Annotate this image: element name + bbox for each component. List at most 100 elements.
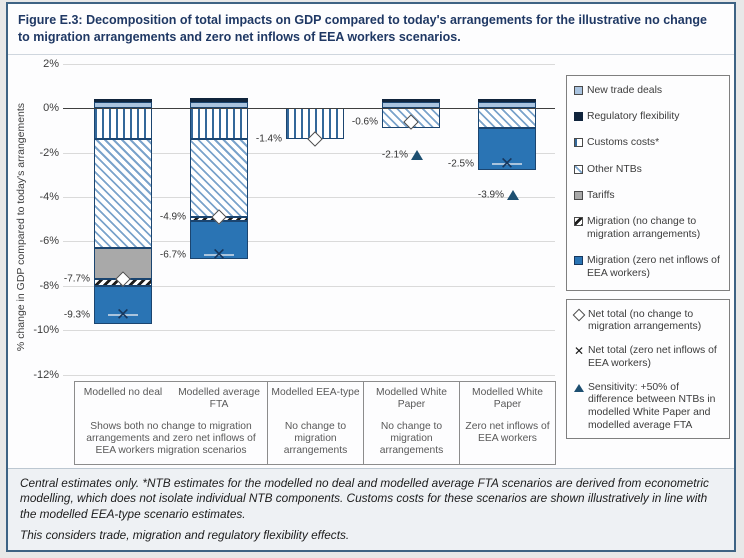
bar-segment-trade <box>190 101 248 109</box>
legend-item-trade: New trade deals <box>574 85 722 98</box>
legend-label: Migration (zero net inflows of EEA worke… <box>587 255 720 279</box>
marker-value-label: -1.4% <box>255 133 282 145</box>
y-axis-title: % change in GDP compared to today's arra… <box>15 102 27 351</box>
legend-label: Sensitivity: +50% of difference between … <box>588 381 716 431</box>
legend-label: New trade deals <box>587 84 663 96</box>
gridline <box>63 285 555 287</box>
plot-area: 2% 0% -2% -4% -6% -8% -10% -12% -7.7% ✕ -9.3% -4.9%… <box>33 58 556 465</box>
ntbs-swatch-icon <box>574 164 583 174</box>
customs-swatch-icon <box>574 138 583 148</box>
chart-region: % change in GDP compared to today's arra… <box>8 55 734 465</box>
diamond-marker-icon <box>572 308 588 322</box>
legend-item-x: ✕ Net total (zero net inflows of EEA work… <box>574 345 722 370</box>
figure-title: Figure E.3: Decomposition of total impac… <box>18 13 707 44</box>
figure-panel: Figure E.3: Decomposition of total impac… <box>6 2 736 552</box>
marker-value-label: -9.3% <box>63 309 90 321</box>
legend-label: Regulatory flexibility <box>587 111 680 123</box>
y-tick-label: 0% <box>43 102 59 115</box>
category-title: Modelled no deal <box>83 386 163 398</box>
category-subtitle: No change to migration arrangements <box>379 420 444 457</box>
category-subtitle: Shows both no change to migration arrang… <box>86 420 256 457</box>
marker-value-label: -3.9% <box>477 189 504 201</box>
category-title: Modelled average FTA <box>178 386 260 411</box>
bar-segment-ntbs <box>190 139 248 218</box>
category-titles: Modelled White Paper <box>460 382 555 419</box>
y-tick-label: -12% <box>33 368 59 381</box>
legend-item-ntbs: Other NTBs <box>574 164 722 177</box>
footnote-scope: This considers trade, migration and regu… <box>20 527 350 542</box>
zero-line <box>63 108 555 110</box>
mig_zero-swatch-icon <box>574 256 583 266</box>
category-cell: Modelled White Paper No change to migrati… <box>363 381 459 464</box>
bar-segment-ntbs <box>94 139 152 249</box>
net-total-whisker <box>492 162 522 165</box>
category-subtitle: Zero net inflows of EEA workers <box>465 420 550 445</box>
title-divider <box>8 53 734 55</box>
marker-value-label: -2.5% <box>447 158 474 170</box>
category-title: Modelled White Paper <box>376 386 447 411</box>
legend-item-mig_nc: Migration (no change to migration arrang… <box>574 216 722 241</box>
bar-segment-reg <box>478 98 536 102</box>
bar-segment-reg <box>190 98 248 102</box>
category-cell: Modelled no deal Modelled average FTA Show… <box>75 382 267 464</box>
triangle-marker-icon <box>574 382 588 394</box>
y-tick-label: 2% <box>43 57 59 70</box>
legend-item-tariffs: Tariffs <box>574 190 722 203</box>
legend-markers-box: Net total (no change to migration arrang… <box>566 298 730 439</box>
marker-triangle <box>411 149 423 160</box>
tariffs-swatch-icon <box>574 191 583 200</box>
marker-value-label: -7.7% <box>63 273 90 285</box>
gridline <box>63 330 555 332</box>
category-cell: Modelled White Paper Zero net inflows of … <box>459 381 555 464</box>
marker-value-label: -2.1% <box>381 149 408 161</box>
gridline <box>63 197 555 199</box>
marker-value-label: -4.9% <box>159 211 186 223</box>
figure-footnotes: Central estimates only. *NTB estimates f… <box>8 468 734 550</box>
marker-x: ✕ <box>115 304 131 324</box>
y-tick-label: -8% <box>39 279 59 292</box>
category-titles: Modelled no deal Modelled average FTA <box>75 382 267 419</box>
bar-segment-reg <box>382 98 440 102</box>
bar-segment-reg <box>94 98 152 102</box>
marker-value-label: -6.7% <box>159 249 186 261</box>
legend-series-box: New trade deals Regulatory flexibility Cus… <box>566 74 730 291</box>
y-tick-label: -6% <box>39 235 59 248</box>
bar-segment-trade <box>94 101 152 109</box>
triangle-glyph <box>574 383 584 392</box>
gridline <box>63 241 555 243</box>
bar-segment-customs <box>190 108 248 140</box>
x-glyph: ✕ <box>573 344 585 359</box>
y-tick-label: -2% <box>39 146 59 159</box>
trade-swatch-icon <box>574 85 583 95</box>
marker-x: ✕ <box>211 244 227 264</box>
legend-label: Customs costs* <box>587 137 660 149</box>
legend-item-diamond: Net total (no change to migration arrang… <box>572 308 722 334</box>
category-titles: Modelled White Paper <box>364 382 459 419</box>
gridline <box>63 152 555 154</box>
x-marker-icon: ✕ <box>574 345 588 357</box>
category-titles: Modelled EEA-type <box>268 382 363 419</box>
bar-segment-customs <box>94 108 152 140</box>
net-total-whisker <box>204 253 234 256</box>
marker-value-label: -0.6% <box>351 116 378 127</box>
gridline <box>63 374 555 376</box>
category-title: Modelled White Paper <box>472 386 543 411</box>
legend-label: Net total (no change to migration arrang… <box>588 308 702 333</box>
legend-item-reg: Regulatory flexibility <box>574 111 722 124</box>
legend-label: Net total (zero net inflows of EEA worke… <box>588 345 717 369</box>
category-axis: Modelled no deal Modelled average FTA Show… <box>74 380 556 465</box>
reg-swatch-icon <box>574 112 583 122</box>
legend-label: Tariffs <box>587 190 615 201</box>
legend-item-mig_zero: Migration (zero net inflows of EEA worke… <box>574 255 722 280</box>
category-title: Modelled EEA-type <box>271 386 360 398</box>
footnote-central-estimates: Central estimates only. *NTB estimates f… <box>20 476 709 521</box>
bar-segment-mig_zero <box>190 221 248 260</box>
y-tick-label: -4% <box>39 191 59 204</box>
marker-x: ✕ <box>499 153 515 173</box>
diamond-glyph <box>572 308 586 322</box>
mig_nc-swatch-icon <box>574 217 583 227</box>
marker-triangle <box>507 189 519 200</box>
net-total-whisker <box>108 313 138 316</box>
legend-label: Other NTBs <box>587 163 642 175</box>
category-subtitle: No change to migration arrangements <box>283 420 348 457</box>
